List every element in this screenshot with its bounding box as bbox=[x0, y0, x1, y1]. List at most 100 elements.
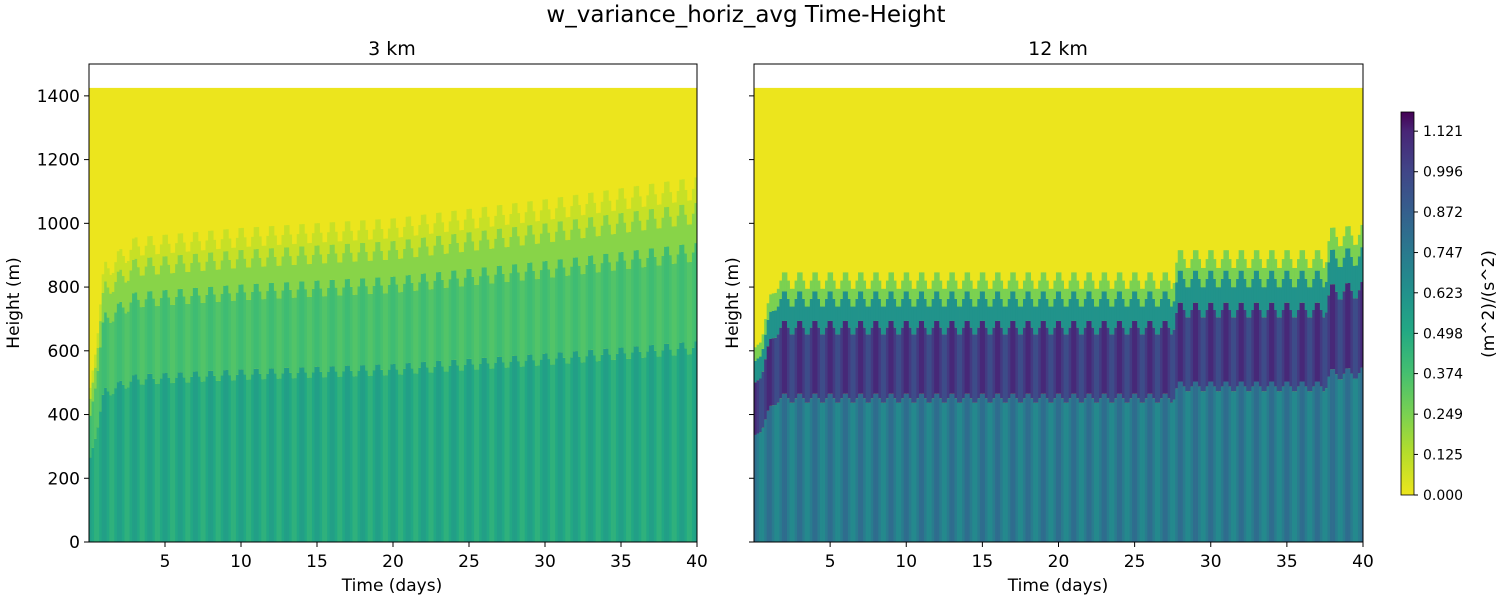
contour-cell bbox=[1053, 398, 1057, 542]
contour-cell bbox=[1236, 259, 1240, 279]
contour-cell bbox=[1330, 369, 1333, 542]
contour-cell bbox=[382, 259, 386, 294]
contour-cell bbox=[334, 231, 338, 254]
contour-cell bbox=[1317, 270, 1321, 303]
contour-cell bbox=[570, 229, 574, 267]
contour-cell bbox=[491, 226, 495, 249]
contour-cell bbox=[1324, 388, 1328, 542]
contour-cell bbox=[995, 393, 998, 542]
contour-cell bbox=[898, 402, 902, 542]
contour-cell bbox=[951, 393, 955, 542]
contour-cell bbox=[1350, 373, 1354, 542]
contour-cell bbox=[608, 224, 612, 263]
contour-cell bbox=[1299, 302, 1303, 382]
contour-cell bbox=[329, 222, 333, 245]
contour-cell bbox=[646, 195, 650, 220]
contour-cell bbox=[238, 284, 242, 370]
contour-cell bbox=[819, 306, 823, 335]
contour-cell bbox=[946, 327, 950, 399]
contour-cell bbox=[885, 398, 889, 542]
contour-cell bbox=[756, 380, 760, 434]
contour-cell bbox=[182, 263, 186, 297]
contour-cell bbox=[235, 237, 239, 260]
contour-cell bbox=[327, 253, 331, 289]
contour-cell bbox=[1134, 393, 1138, 542]
contour-cell bbox=[91, 447, 95, 542]
contour-cell bbox=[1192, 250, 1196, 271]
contour-cell bbox=[847, 327, 851, 399]
contour-cell bbox=[807, 306, 811, 335]
contour-cell bbox=[106, 317, 110, 392]
contour-cell bbox=[443, 371, 447, 542]
contour-cell bbox=[1030, 398, 1034, 542]
contour-cell bbox=[1319, 310, 1323, 387]
contour-cell bbox=[671, 355, 675, 542]
contour-cell bbox=[1055, 272, 1059, 292]
contour-cell bbox=[1327, 262, 1331, 296]
contour-cell bbox=[425, 246, 429, 282]
contour-cell bbox=[89, 387, 92, 399]
contour-cell bbox=[458, 286, 462, 371]
contour-cell bbox=[550, 277, 553, 365]
contour-cell bbox=[679, 205, 683, 245]
contour-cell bbox=[1035, 288, 1039, 307]
contour-cell bbox=[471, 276, 475, 365]
contour-cell bbox=[175, 296, 179, 378]
contour-cell bbox=[1121, 327, 1125, 399]
contour-cell bbox=[954, 280, 958, 299]
contour-cell bbox=[608, 200, 612, 225]
contour-cell bbox=[190, 262, 194, 296]
x-tick-label: 5 bbox=[825, 552, 836, 572]
contour-cell bbox=[951, 291, 955, 321]
contour-cell bbox=[967, 320, 971, 394]
contour-cell bbox=[1172, 301, 1176, 330]
contour-cell bbox=[106, 391, 110, 542]
contour-cell bbox=[149, 236, 153, 258]
contour-cell bbox=[1352, 298, 1356, 379]
contour-cell bbox=[400, 258, 404, 293]
contour-cell bbox=[792, 402, 795, 542]
contour-cell bbox=[405, 363, 409, 542]
contour-cell bbox=[537, 278, 541, 366]
contour-cell bbox=[809, 327, 813, 399]
contour-cell bbox=[957, 402, 960, 542]
contour-cell bbox=[908, 298, 912, 328]
contour-cell bbox=[776, 334, 780, 403]
contour-cell bbox=[1104, 272, 1108, 292]
contour-cell bbox=[431, 372, 434, 542]
contour-cell bbox=[1215, 267, 1219, 288]
contour-cell bbox=[1025, 393, 1029, 542]
contour-cell bbox=[875, 272, 879, 292]
contour-cell bbox=[1286, 270, 1290, 303]
contour-cell bbox=[512, 264, 515, 356]
contour-cell bbox=[418, 247, 422, 283]
contour-cell bbox=[306, 243, 310, 265]
contour-cell bbox=[545, 199, 548, 224]
contour-cell bbox=[1261, 317, 1265, 392]
contour-cell bbox=[534, 221, 538, 244]
contour-cell bbox=[362, 278, 366, 366]
contour-cell bbox=[281, 256, 285, 291]
contour-cell bbox=[926, 402, 930, 542]
contour-cell bbox=[149, 257, 153, 292]
contour-cell bbox=[309, 263, 313, 297]
contour-cell bbox=[1309, 317, 1313, 392]
contour-cell bbox=[319, 288, 323, 372]
contour-cell bbox=[608, 354, 612, 542]
contour-cell bbox=[613, 270, 617, 360]
contour-cell bbox=[845, 272, 849, 292]
contour-cell bbox=[509, 236, 513, 274]
contour-cell bbox=[694, 243, 698, 342]
contour-cell bbox=[906, 272, 910, 292]
contour-cell bbox=[309, 296, 313, 378]
contour-cell bbox=[1322, 287, 1326, 318]
contour-cell bbox=[997, 393, 1001, 542]
contour-cell bbox=[225, 229, 229, 252]
contour-cell bbox=[195, 371, 199, 542]
contour-cell bbox=[794, 327, 798, 399]
contour-cell bbox=[109, 395, 113, 542]
contour-cell bbox=[863, 298, 867, 328]
contour-cell bbox=[989, 334, 993, 403]
contour-cell bbox=[802, 298, 806, 328]
contour-cell bbox=[463, 242, 467, 278]
